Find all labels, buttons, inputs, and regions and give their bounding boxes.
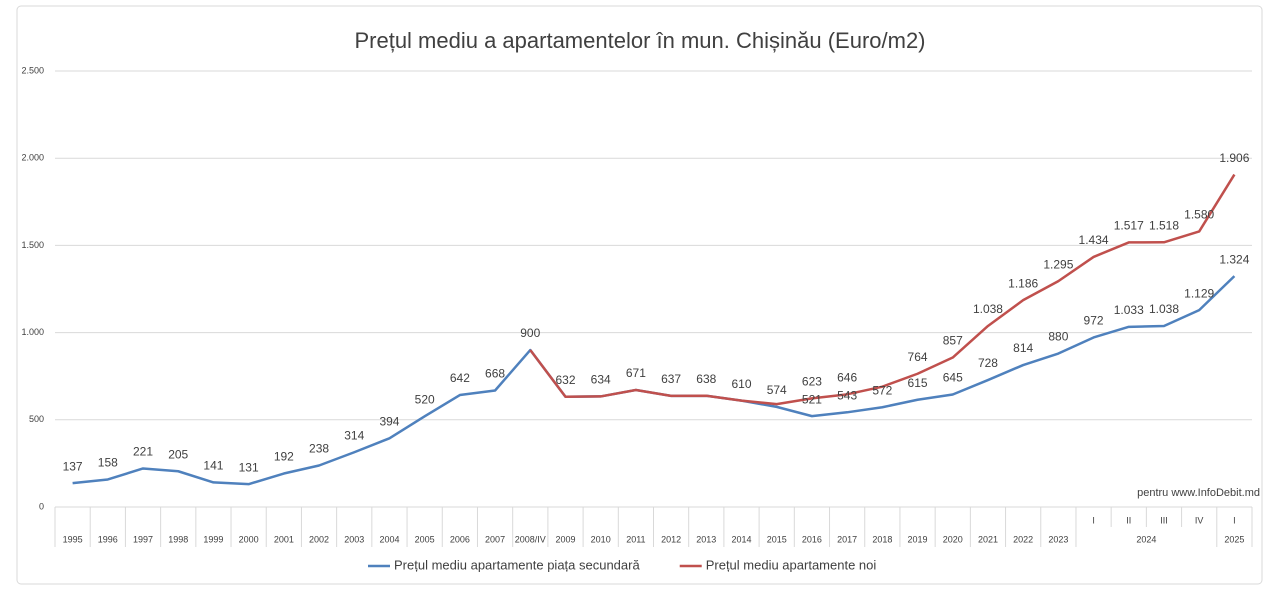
data-label: 1.580 — [1184, 208, 1214, 222]
x-tick-label: 2020 — [943, 534, 963, 544]
series-line — [529, 173, 1236, 406]
data-label: 642 — [450, 371, 470, 385]
x-tick-label: 2017 — [837, 534, 857, 544]
data-label: 645 — [943, 371, 963, 385]
data-label: 728 — [978, 356, 998, 370]
data-label: 1.038 — [1149, 302, 1179, 316]
data-label: 394 — [379, 414, 399, 428]
y-tick-label: 0 — [39, 501, 44, 511]
data-label: 900 — [520, 326, 540, 340]
data-label: 314 — [344, 428, 364, 442]
data-label: 1.324 — [1219, 252, 1249, 266]
data-label: 671 — [626, 366, 646, 380]
legend-label: Prețul mediu apartamente piața secundară — [394, 557, 640, 572]
x-tick-label: 2013 — [696, 534, 716, 544]
y-tick-label: 500 — [29, 414, 44, 424]
x-tick-label: IV — [1195, 515, 1204, 525]
data-label: 158 — [98, 456, 118, 470]
data-label: 572 — [872, 383, 892, 397]
data-label: 1.038 — [973, 302, 1003, 316]
x-tick-label: 2023 — [1048, 534, 1068, 544]
x-tick-label: 2014 — [731, 534, 751, 544]
x-tick-label: 2000 — [239, 534, 259, 544]
chart-border — [16, 5, 1263, 585]
data-label: 521 — [802, 392, 822, 406]
data-label: 1.906 — [1219, 151, 1249, 165]
x-tick-label: 2002 — [309, 534, 329, 544]
data-label: 623 — [802, 375, 822, 389]
data-label: 857 — [943, 334, 963, 348]
x-tick-label: 2011 — [626, 534, 645, 544]
data-label: 637 — [661, 372, 681, 386]
data-label: 668 — [485, 367, 505, 381]
x-tick-label: 1996 — [98, 534, 118, 544]
x-tick-label: 2008/IV — [515, 534, 546, 544]
data-label: 1.517 — [1114, 219, 1144, 233]
data-label: 221 — [133, 445, 153, 459]
x-tick-label: 2016 — [802, 534, 822, 544]
data-label: 1.186 — [1008, 276, 1038, 290]
data-label: 141 — [203, 459, 223, 473]
x-tick-label: III — [1160, 515, 1168, 525]
x-tick-label: 2009 — [555, 534, 575, 544]
x-tick-label: 1998 — [168, 534, 188, 544]
data-label: 137 — [63, 459, 83, 473]
data-label: 764 — [908, 350, 928, 364]
x-tick-label: 2021 — [978, 534, 998, 544]
data-label: 238 — [309, 442, 329, 456]
x-tick-label: I — [1092, 515, 1095, 525]
y-tick-label: 1.000 — [21, 327, 44, 337]
x-tick-label: 2018 — [872, 534, 892, 544]
x-tick-label: 2010 — [591, 534, 611, 544]
x-tick-label: 2007 — [485, 534, 505, 544]
y-tick-label: 2.000 — [21, 153, 44, 163]
y-tick-label: 2.500 — [21, 65, 44, 75]
x-tick-label: 2001 — [274, 534, 294, 544]
data-label: 610 — [731, 377, 751, 391]
data-label: 972 — [1084, 314, 1104, 328]
data-label: 646 — [837, 371, 857, 385]
data-label: 1.295 — [1043, 257, 1073, 271]
data-label: 205 — [168, 447, 188, 461]
x-tick-label: 1999 — [203, 534, 223, 544]
data-label: 520 — [415, 392, 435, 406]
data-label: 814 — [1013, 341, 1033, 355]
x-tick-label: 1997 — [133, 534, 153, 544]
data-label: 632 — [555, 373, 575, 387]
data-label: 880 — [1048, 330, 1068, 344]
x-tick-label: 2006 — [450, 534, 470, 544]
data-label: 1.518 — [1149, 218, 1179, 232]
x-group-label: 2025 — [1224, 534, 1244, 544]
x-tick-label: 2012 — [661, 534, 681, 544]
annotation: pentru www.InfoDebit.md — [1137, 487, 1260, 499]
x-tick-label: 2003 — [344, 534, 364, 544]
x-group-label: 2024 — [1136, 534, 1156, 544]
data-label: 638 — [696, 372, 716, 386]
x-tick-label: 2015 — [767, 534, 787, 544]
data-label: 615 — [908, 376, 928, 390]
data-label: 574 — [767, 383, 787, 397]
data-label: 1.129 — [1184, 286, 1214, 300]
legend-label: Prețul mediu apartamente noi — [706, 557, 877, 572]
data-label: 192 — [274, 450, 294, 464]
x-tick-label: 2022 — [1013, 534, 1033, 544]
x-tick-label: 2019 — [908, 534, 928, 544]
data-label: 131 — [239, 460, 259, 474]
x-tick-label: 2005 — [415, 534, 435, 544]
data-label: 634 — [591, 373, 611, 387]
data-label: 543 — [837, 388, 857, 402]
data-label: 1.033 — [1114, 303, 1144, 317]
data-label: 1.434 — [1079, 233, 1109, 247]
x-tick-label: I — [1233, 515, 1236, 525]
x-tick-label: 2004 — [379, 534, 399, 544]
y-tick-label: 1.500 — [21, 240, 44, 250]
chart-title: Prețul mediu a apartamentelor în mun. Ch… — [354, 28, 925, 53]
x-tick-label: 1995 — [63, 534, 83, 544]
x-tick-label: II — [1126, 515, 1131, 525]
